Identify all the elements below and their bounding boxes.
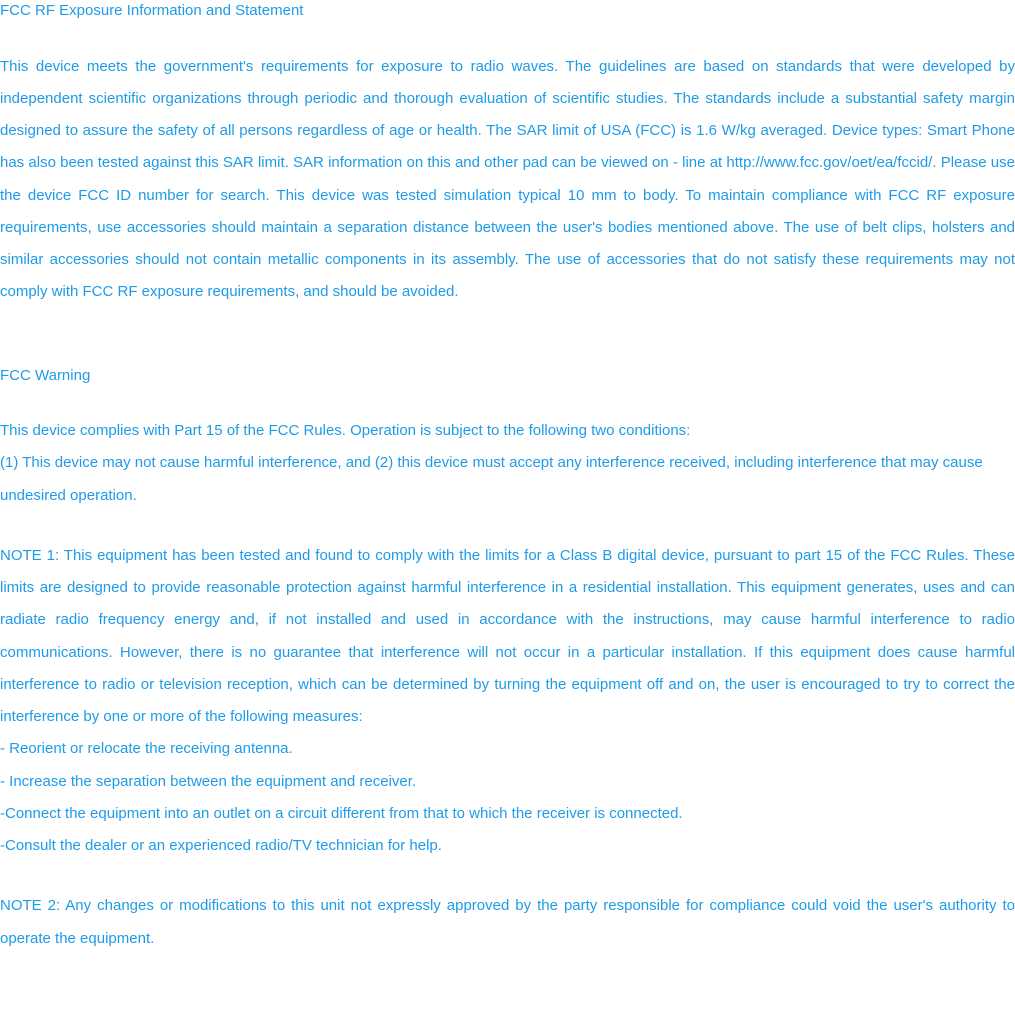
note2-paragraph: NOTE 2: Any changes or modifications to … [0,890,1015,955]
section-heading-rf: FCC RF Exposure Information and Statemen… [0,0,1015,23]
warning-block: This device complies with Part 15 of the… [0,415,1015,512]
document-page: FCC RF Exposure Information and Statemen… [0,0,1015,955]
warning-line-1: This device complies with Part 15 of the… [0,415,1015,447]
measure-2: - Increase the separation between the eq… [0,766,1015,798]
note1-intro: NOTE 1: This equipment has been tested a… [0,540,1015,734]
section-heading-warning: FCC Warning [0,365,1015,388]
note1-block: NOTE 1: This equipment has been tested a… [0,540,1015,863]
measure-3: -Connect the equipment into an outlet on… [0,798,1015,830]
measure-1: - Reorient or relocate the receiving ant… [0,733,1015,765]
measure-4: -Consult the dealer or an experienced ra… [0,830,1015,862]
rf-exposure-paragraph: This device meets the government's requi… [0,51,1015,309]
warning-line-2: (1) This device may not cause harmful in… [0,447,1015,512]
